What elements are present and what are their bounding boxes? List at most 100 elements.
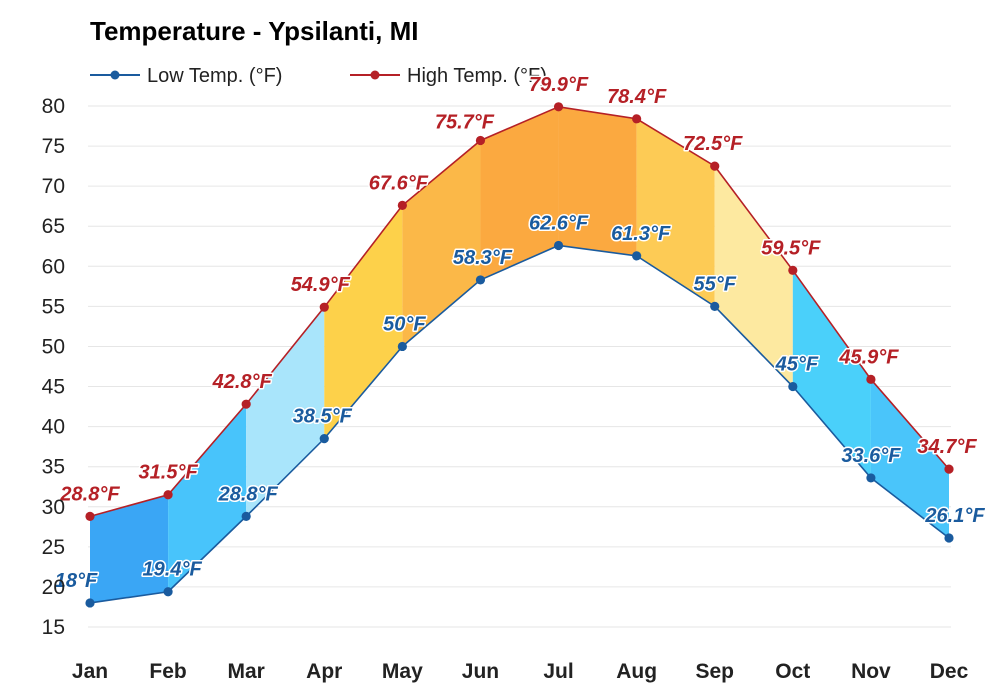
x-tick-label: Sep [695,660,734,683]
legend-item-low[interactable]: Low Temp. (°F) [90,65,282,87]
low-temp-point-feb [163,587,173,597]
y-tick-label: 65 [42,215,65,238]
low-temp-point-oct [788,381,798,392]
y-tick-label: 60 [42,255,65,278]
low-temp-point-dec [944,533,954,543]
high-temp-point-apr [319,302,329,312]
low-temp-point-jan [85,598,95,608]
low-temp-point-jun [475,275,486,285]
temperature-band-oct [792,270,871,478]
y-tick-label: 15 [42,616,65,639]
low-temp-point-apr [319,434,329,444]
series-lines [89,105,950,604]
low-temp-label: 50°F [383,313,426,335]
legend-high-marker [370,70,380,80]
high-temp-point-jun [475,135,486,146]
x-axis: Jan Feb Mar Apr May Jun Jul Aug Sep Oct Nov Dec [72,660,969,683]
low-temp-label: 38.5°F [293,406,353,428]
legend: Low Temp. (°F) High Temp. (°F) [90,65,547,87]
low-temp-label: 58.3°F [453,247,513,269]
y-tick-label: 70 [42,175,65,198]
high-temp-line [89,105,950,518]
x-tick-label: Aug [616,660,657,683]
low-temp-point-aug [632,251,642,261]
high-temp-point-jan [85,511,95,521]
y-tick-label: 75 [42,135,65,158]
high-temp-point-oct [788,265,798,275]
x-tick-label: May [382,660,423,683]
x-tick-label: Apr [306,660,342,683]
high-temp-label: 34.7°F [917,436,977,458]
y-tick-label: 20 [42,576,65,599]
low-temp-label: 19.4°F [143,559,203,581]
temperature-band-nov [870,379,949,539]
low-temp-point-may [397,341,407,352]
temperature-band-jun [480,106,559,280]
high-temp-point-dec [944,464,954,474]
high-temp-point-may [397,200,407,210]
data-labels: 28.8°F 31.5°F 42.8°F 54.9°F 67.6°F 75.7°F 79.9… [53,72,987,593]
low-temp-line [89,244,950,604]
temperature-band-jul [558,106,637,256]
temperature-band-aug [636,118,715,307]
low-temp-label: 33.6°F [841,445,901,467]
high-temp-point-jul [553,102,564,112]
high-temp-label: 78.4°F [607,86,667,108]
high-temp-label: 28.8°F [59,483,120,505]
temperature-band-feb [168,404,247,592]
high-temp-label: 54.9°F [291,274,351,296]
chart-title: Temperature - Ypsilanti, MI [90,16,418,46]
x-tick-label: Dec [930,660,969,683]
temperature-bands [90,106,949,603]
low-temp-label: 45°F [775,354,819,376]
high-temp-label: 42.8°F [212,371,273,393]
low-temp-label: 55°F [693,273,736,295]
low-temp-point-mar [241,511,251,521]
high-temp-point-mar [241,399,251,409]
high-temp-label: 59.5°F [761,237,821,259]
y-tick-label: 30 [42,496,65,519]
high-temp-point-aug [632,114,642,124]
low-temp-label: 26.1°F [924,505,985,527]
legend-item-high[interactable]: High Temp. (°F) [350,65,547,87]
legend-low-label: Low Temp. (°F) [147,65,282,87]
high-temp-label: 72.5°F [683,133,743,155]
y-tick-label: 40 [42,416,65,439]
legend-high-label: High Temp. (°F) [407,65,547,87]
y-tick-label: 45 [42,376,65,399]
y-axis: 15 20 25 30 35 40 45 50 55 60 65 70 75 80 [42,95,65,639]
temperature-band-jan [90,494,169,603]
legend-low-marker [110,70,120,80]
low-temp-point-nov [866,473,876,483]
high-temp-label: 79.9°F [529,74,589,96]
high-temp-point-feb [163,490,173,500]
low-temp-label: 28.8°F [218,483,279,505]
low-temp-label: 62.6°F [529,212,589,234]
temperature-band-mar [246,307,325,517]
x-tick-label: Jul [543,660,573,683]
x-tick-label: Feb [149,660,186,683]
x-tick-label: Mar [228,660,265,683]
low-temp-label: 61.3°F [611,223,671,245]
high-temp-label: 75.7°F [435,111,495,133]
x-tick-label: Jun [462,660,499,683]
x-tick-label: Jan [72,660,108,683]
high-temp-point-sep [710,161,720,171]
low-temp-point-jul [553,240,564,251]
low-temp-point-sep [710,301,720,311]
high-temp-label: 67.6°F [369,172,429,194]
y-tick-label: 25 [42,536,65,559]
y-tick-label: 55 [42,295,65,318]
temperature-band-apr [324,205,403,439]
high-temp-point-nov [866,374,876,384]
data-points [85,102,954,608]
low-temp-label: 18°F [55,570,98,592]
y-tick-label: 80 [42,95,65,118]
y-tick-label: 35 [42,456,65,479]
x-tick-label: Nov [851,660,891,683]
x-tick-label: Oct [775,660,810,683]
temperature-band-sep [714,166,793,387]
high-temp-label: 45.9°F [838,346,899,368]
